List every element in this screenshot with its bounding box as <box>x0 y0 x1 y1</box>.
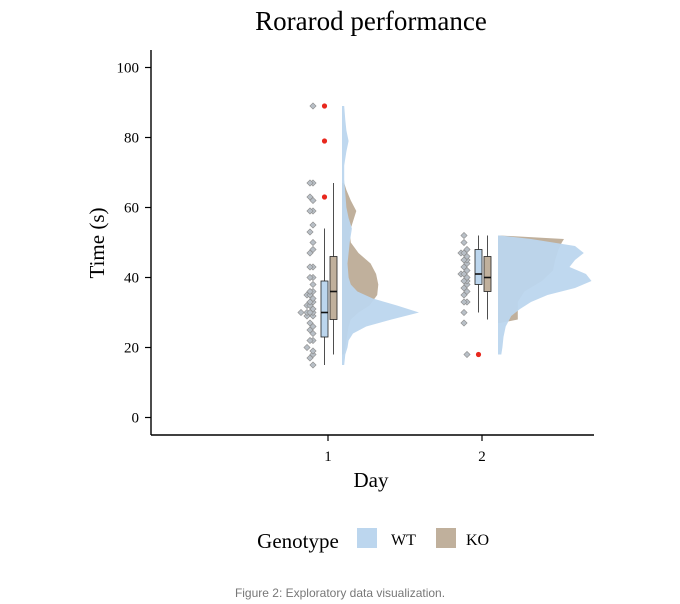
data-point-day1-ko <box>306 249 314 257</box>
y-axis-ticks: 0 20 40 60 80 100 <box>117 61 151 427</box>
data-point-day2-ko <box>460 238 468 247</box>
data-point-day1-ko <box>306 273 314 282</box>
y-tick-label: 100 <box>117 61 140 77</box>
chart-title: Rorarod performance <box>255 6 487 36</box>
data-point-day1-ko <box>306 263 314 271</box>
data-point-day1-wt <box>309 361 317 369</box>
legend-title: Genotype <box>257 529 339 553</box>
data-point-day2-ko <box>460 231 468 240</box>
legend-label-wt: WT <box>391 532 416 549</box>
data-point-day2-ko <box>460 270 468 278</box>
data-point-day1-wt <box>309 221 317 229</box>
outlier-day1-wt <box>321 138 328 144</box>
data-point-day1-ko <box>306 336 314 345</box>
jitter-points <box>297 102 471 369</box>
data-point-day1-ko <box>306 308 314 317</box>
data-point-day1-wt <box>309 238 317 247</box>
data-point-day2-ko <box>460 298 468 306</box>
data-point-day2-ko <box>460 291 468 299</box>
legend-key-ko <box>436 528 456 548</box>
legend-label-ko: KO <box>466 532 489 549</box>
data-point-day1-wt <box>303 343 311 352</box>
outlier-day1-wt <box>321 194 328 200</box>
data-point-day1-ko <box>306 228 314 236</box>
data-point-day1-ko <box>306 319 314 327</box>
data-point-day1-wt <box>309 347 317 355</box>
y-tick-label: 40 <box>124 271 139 287</box>
x-axis-label: Day <box>354 468 389 492</box>
box-day1-ko <box>329 256 338 320</box>
data-point-day2-wt <box>463 350 471 359</box>
x-tick-label: 2 <box>478 449 486 465</box>
x-tick-label: 1 <box>324 449 332 465</box>
data-point-day1-ko <box>306 354 314 362</box>
y-tick-label: 20 <box>124 341 139 357</box>
box-day2-ko <box>483 256 492 292</box>
data-point-day1-wt <box>309 102 317 110</box>
data-point-day1-wt <box>309 280 317 289</box>
box-day1-wt <box>320 280 329 338</box>
y-tick-label: 80 <box>124 131 139 147</box>
data-point-day2-ko <box>460 319 468 327</box>
figure-caption: Figure 2: Exploratory data visualization… <box>234 586 446 600</box>
data-point-day2-ko <box>460 308 468 317</box>
data-point-day1-wt <box>297 308 305 317</box>
density-cloud-day1-wt <box>342 106 419 365</box>
outlier-day2-wt <box>475 351 482 358</box>
density-cloud-day2-wt <box>498 235 592 355</box>
boxplots <box>320 103 492 365</box>
data-point-day1-ko <box>306 179 314 187</box>
data-point-day2-ko <box>460 284 468 292</box>
data-point-day2-ko <box>460 249 468 257</box>
data-point-day1-ko <box>306 287 314 296</box>
plot-area <box>297 102 592 369</box>
box-day2-wt <box>474 249 483 285</box>
data-point-day1-ko <box>306 326 314 334</box>
y-tick-label: 60 <box>124 201 139 217</box>
data-point-day1-ko <box>306 298 314 306</box>
data-point-day1-ko <box>306 207 314 215</box>
data-point-day2-ko <box>460 263 468 271</box>
data-point-day2-ko <box>460 277 468 285</box>
y-tick-label: 0 <box>132 411 140 427</box>
data-point-day1-ko <box>306 193 314 201</box>
outlier-day1-wt <box>321 103 328 109</box>
y-axis-label: Time (s) <box>85 208 109 279</box>
data-point-day2-ko <box>460 256 468 264</box>
legend: Genotype WT KO <box>257 528 489 553</box>
legend-key-wt <box>357 528 377 548</box>
density-clouds <box>342 106 592 365</box>
